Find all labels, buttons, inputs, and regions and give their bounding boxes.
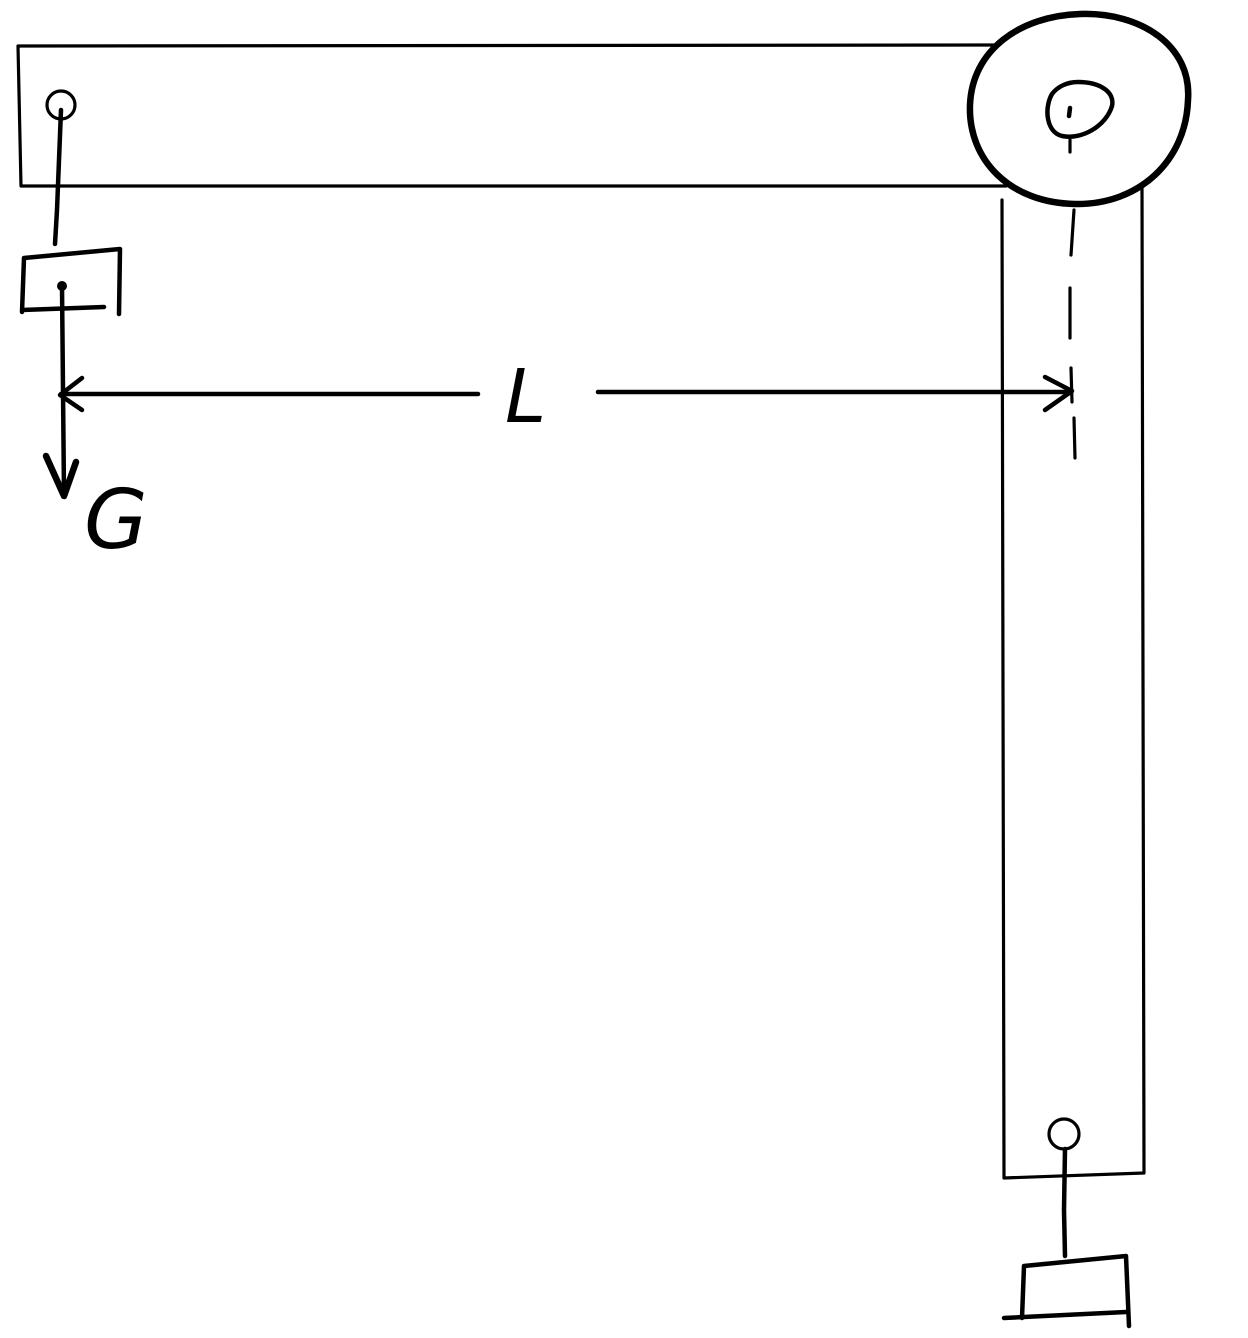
vertical-bar — [1000, 184, 1146, 1180]
length-label: L — [505, 354, 546, 440]
pulley-axle-dot — [1066, 105, 1073, 119]
bottom-weight-block — [1001, 1253, 1132, 1329]
bottom-attachment-ring — [1047, 1117, 1081, 1151]
left-string — [52, 107, 64, 247]
centerline-dashed — [1068, 208, 1077, 460]
dimension-arrow-right — [1042, 374, 1075, 413]
left-weight-block — [19, 246, 123, 317]
weight-label: G — [84, 473, 148, 568]
dimension-arrow-left — [57, 375, 85, 413]
horizontal-bar — [16, 43, 1008, 188]
bottom-string — [1061, 1146, 1068, 1259]
weight-force-arrowhead — [42, 452, 80, 500]
pulley-wheel — [966, 10, 1192, 208]
pulley-axle — [1045, 79, 1115, 139]
